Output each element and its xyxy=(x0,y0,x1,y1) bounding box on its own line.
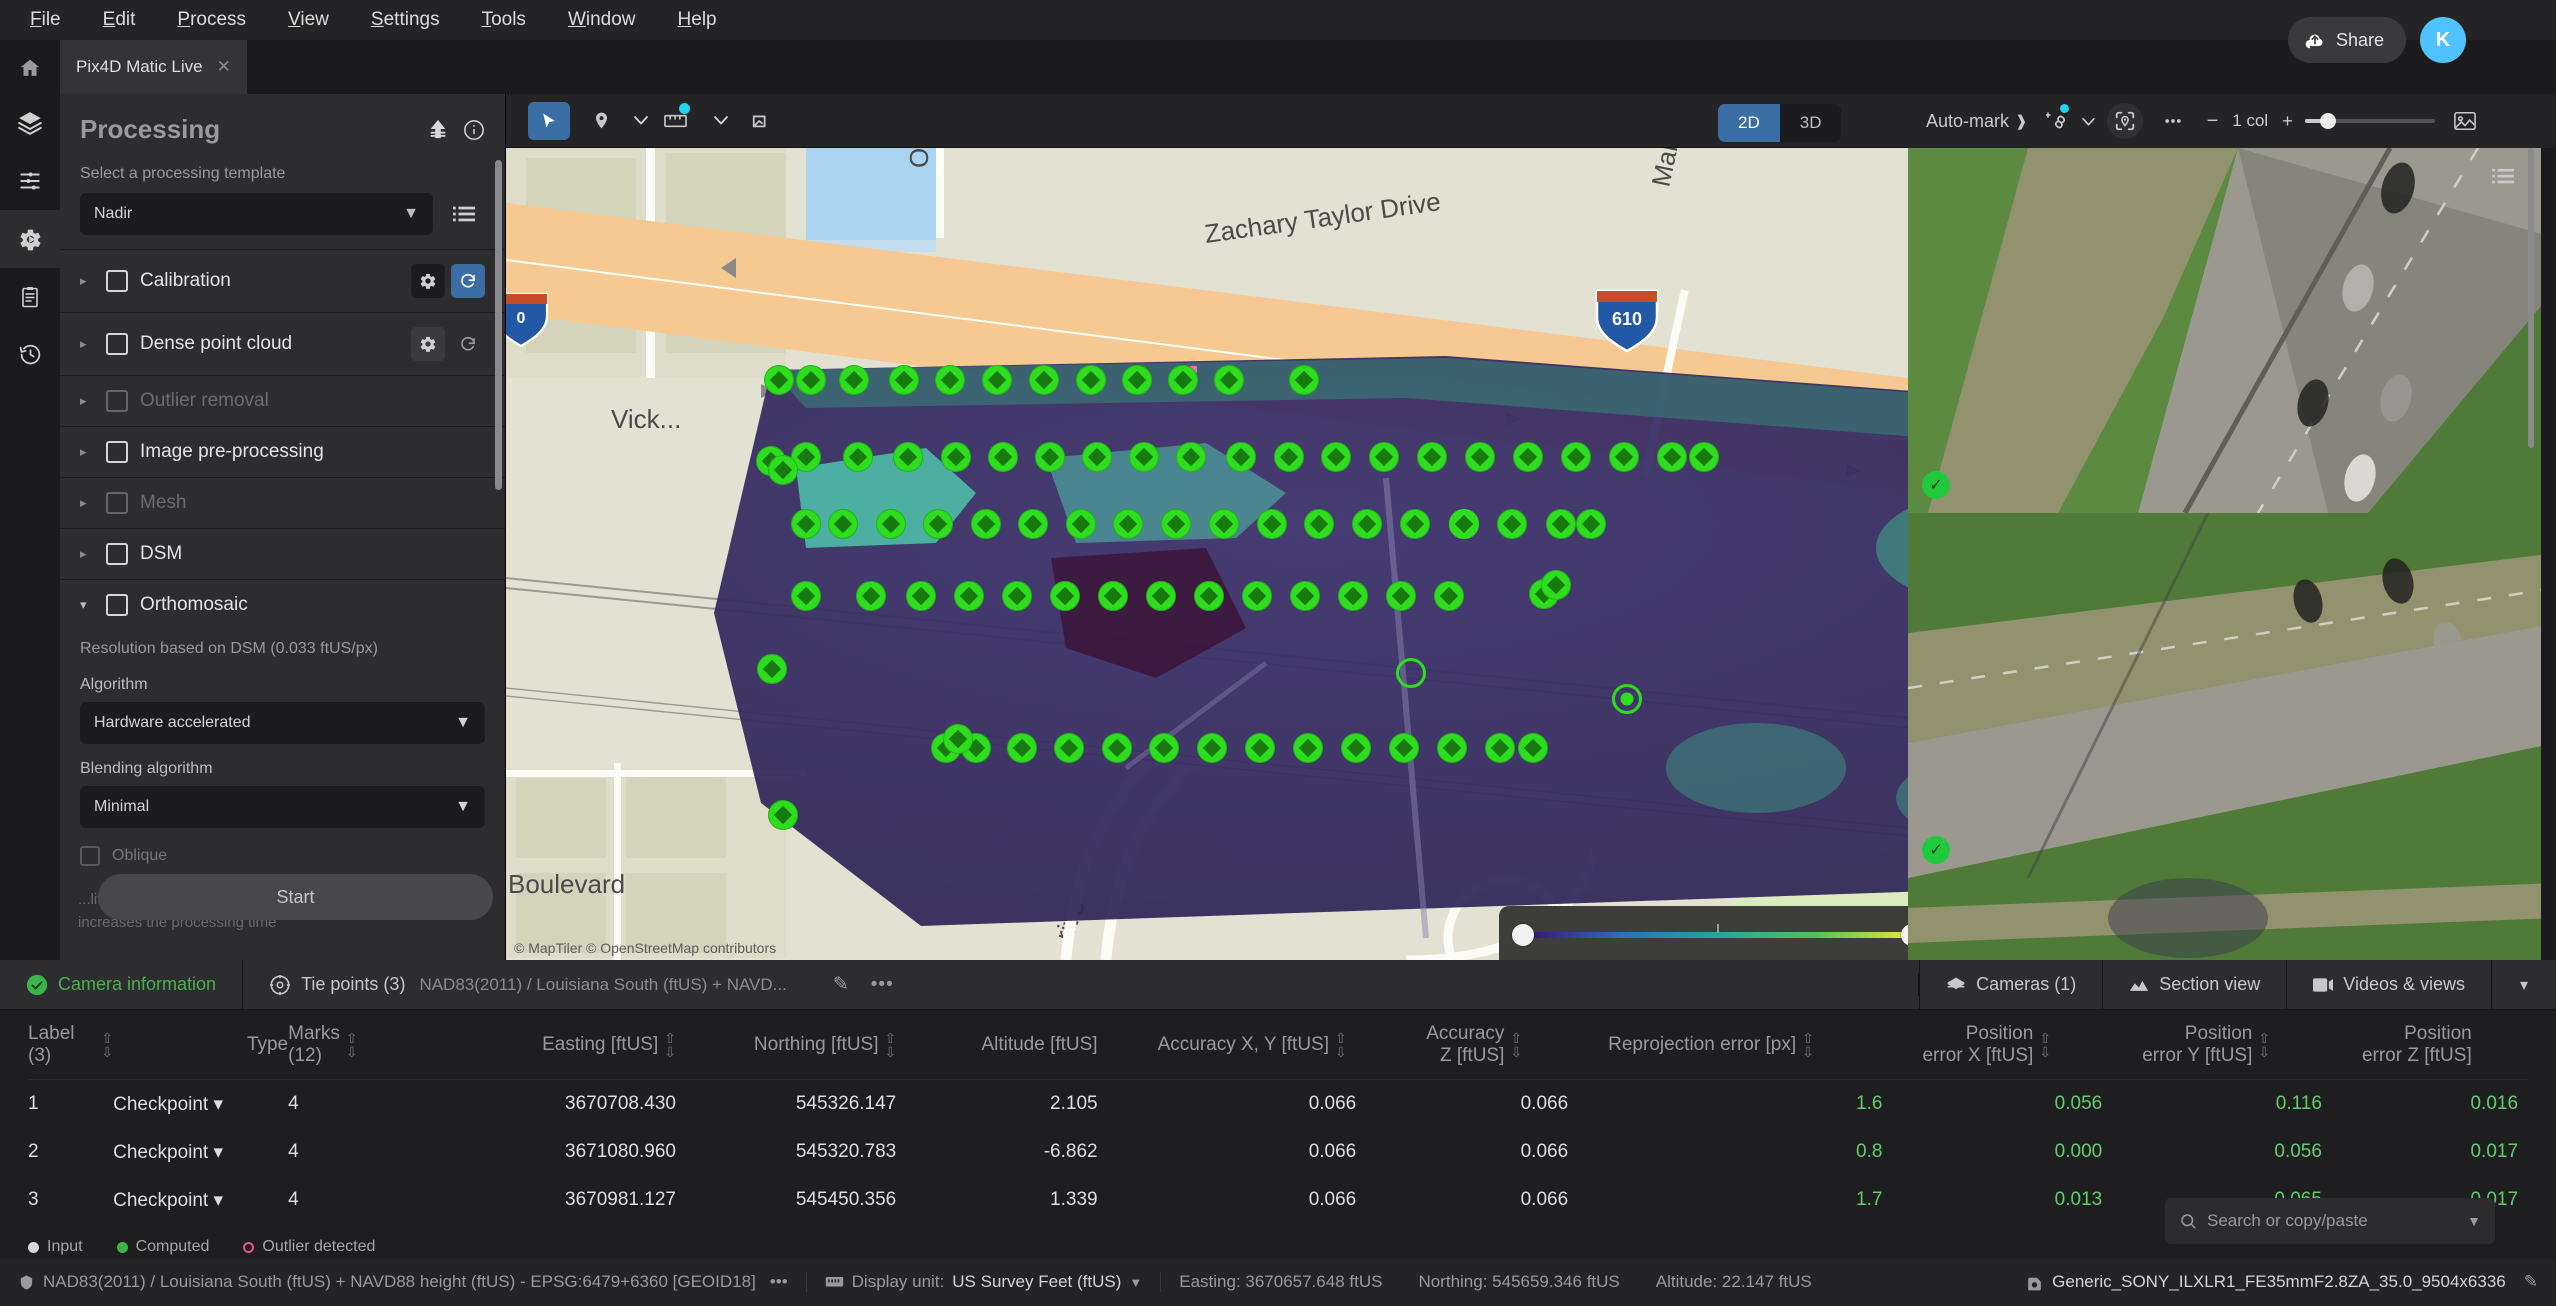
svg-text:610: 610 xyxy=(1612,309,1642,329)
svg-text:Boulevard: Boulevard xyxy=(508,869,625,899)
svg-text:0: 0 xyxy=(517,310,526,327)
svg-text:Or...: Or... xyxy=(904,148,934,168)
svg-text:Vick...: Vick... xyxy=(611,404,681,434)
